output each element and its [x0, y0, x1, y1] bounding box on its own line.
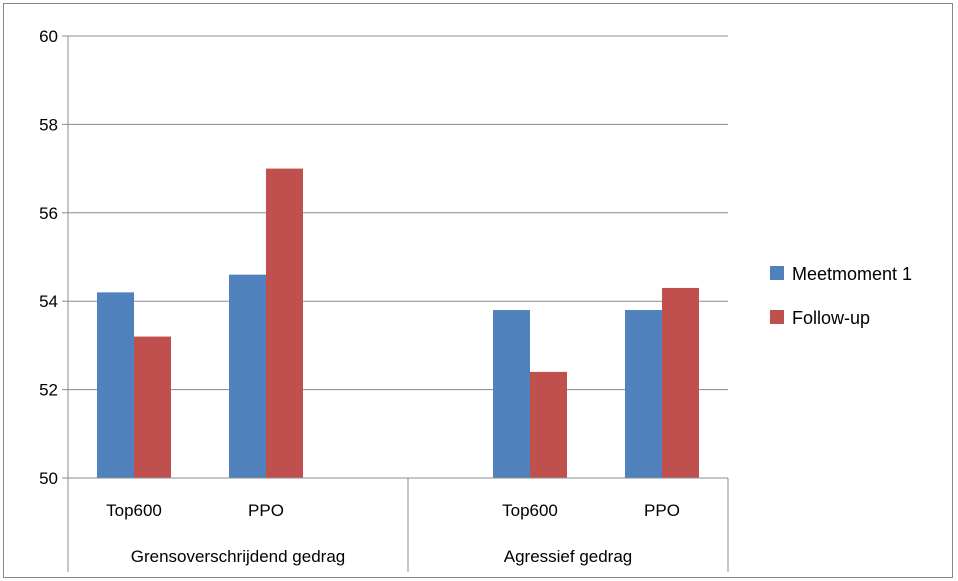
x-category-label: Top600 — [502, 501, 558, 520]
y-tick-label: 52 — [39, 381, 58, 400]
bar-meetmoment-1 — [493, 310, 530, 478]
bar-follow-up — [662, 287, 699, 478]
legend-swatch — [770, 310, 784, 324]
legend-label: Meetmoment 1 — [792, 264, 912, 284]
x-group-label: Grensoverschrijdend gedrag — [131, 547, 346, 566]
y-tick-labels: 50 52 54 56 58 60 — [39, 27, 58, 488]
y-tick-label: 50 — [39, 469, 58, 488]
axes — [62, 35, 729, 572]
legend: Meetmoment 1 Follow-up — [770, 264, 912, 328]
x-tick-labels: Top600 PPO Top600 PPO Grensoverschrijdend ge… — [106, 501, 680, 566]
y-tick-label: 56 — [39, 204, 58, 223]
bar-follow-up — [134, 336, 171, 478]
chart-frame — [3, 3, 953, 578]
y-tick-label: 54 — [39, 292, 58, 311]
y-tick-label: 60 — [39, 27, 58, 46]
x-category-label: Top600 — [106, 501, 162, 520]
x-category-label: PPO — [644, 501, 680, 520]
bar-follow-up — [266, 168, 303, 478]
bars — [97, 168, 699, 478]
x-group-label: Agressief gedrag — [504, 547, 633, 566]
bar-follow-up — [530, 371, 567, 478]
legend-swatch — [770, 266, 784, 280]
bar-meetmoment-1 — [229, 274, 266, 478]
legend-label: Follow-up — [792, 308, 870, 328]
bar-meetmoment-1 — [97, 292, 134, 478]
bar-meetmoment-1 — [625, 310, 662, 478]
x-category-label: PPO — [248, 501, 284, 520]
y-tick-label: 58 — [39, 115, 58, 134]
